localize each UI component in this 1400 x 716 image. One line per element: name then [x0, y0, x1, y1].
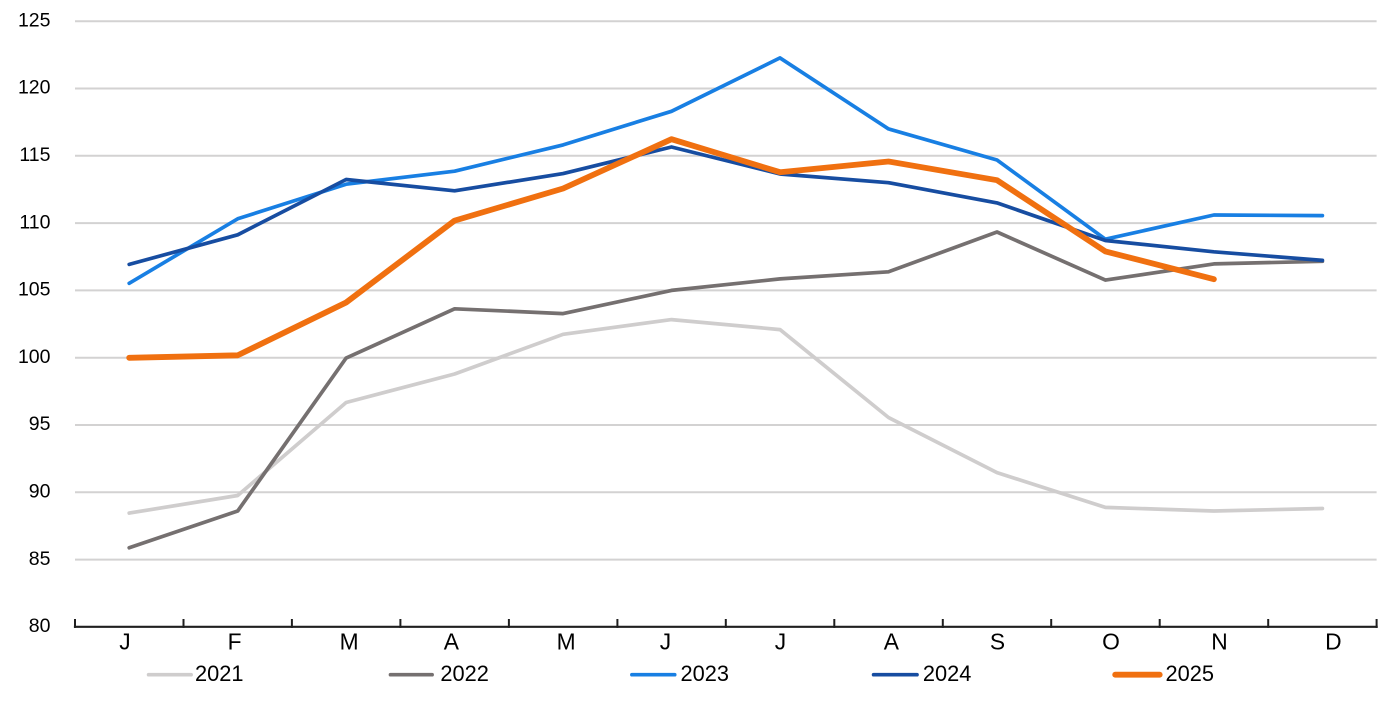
svg-text:2025: 2025 [1166, 661, 1215, 686]
svg-text:S: S [990, 629, 1005, 655]
svg-text:105: 105 [18, 279, 51, 301]
svg-text:J: J [775, 629, 786, 655]
svg-text:110: 110 [19, 211, 50, 233]
svg-text:2024: 2024 [923, 661, 972, 686]
svg-text:115: 115 [19, 144, 50, 166]
svg-text:A: A [884, 629, 900, 655]
svg-text:J: J [119, 629, 130, 655]
svg-text:100: 100 [18, 346, 51, 368]
svg-text:85: 85 [29, 548, 51, 570]
svg-text:2022: 2022 [440, 661, 489, 686]
svg-text:M: M [557, 629, 576, 655]
svg-text:F: F [228, 629, 242, 655]
svg-text:125: 125 [18, 9, 51, 31]
svg-text:95: 95 [29, 413, 51, 435]
svg-text:120: 120 [18, 77, 51, 99]
svg-text:O: O [1102, 629, 1120, 655]
svg-text:2021: 2021 [195, 661, 244, 686]
svg-text:M: M [340, 629, 359, 655]
svg-text:N: N [1211, 629, 1227, 655]
svg-text:2023: 2023 [681, 661, 730, 686]
svg-text:J: J [660, 629, 671, 655]
svg-text:A: A [444, 629, 460, 655]
svg-text:90: 90 [29, 481, 51, 503]
svg-text:80: 80 [29, 615, 51, 637]
svg-text:D: D [1325, 629, 1341, 655]
